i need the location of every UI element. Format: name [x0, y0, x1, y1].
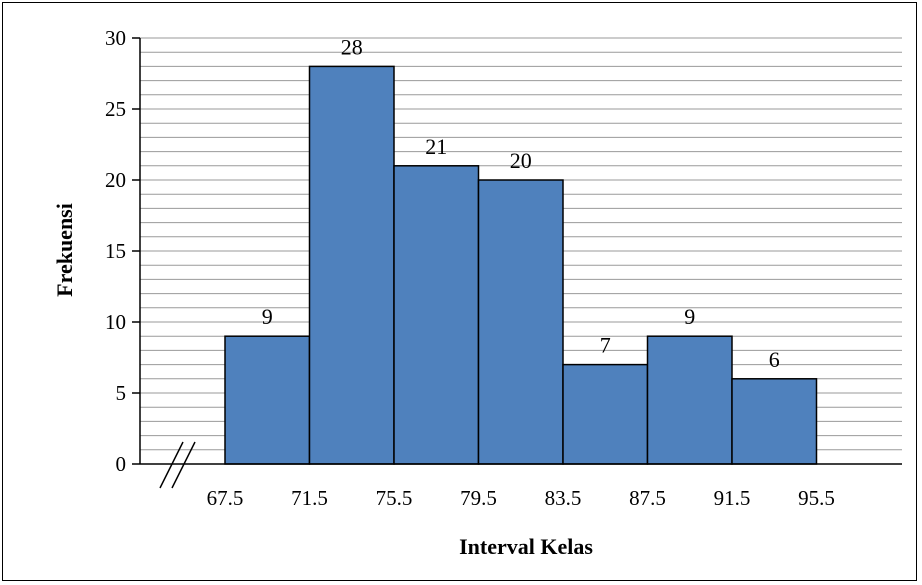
y-tick-label: 5	[116, 381, 127, 405]
y-tick-label: 0	[116, 452, 127, 476]
x-tick-label: 91.5	[714, 486, 751, 510]
y-tick-labels: 0 5 10 15 20 25 30	[105, 26, 126, 476]
x-tick-labels: 67.5 71.5 75.5 79.5 83.5 87.5 91.5 95.5	[207, 486, 835, 510]
y-axis-title: Frekuensi	[52, 203, 77, 297]
x-tick-label: 87.5	[629, 486, 666, 510]
bar	[731, 378, 818, 465]
y-tick-label: 25	[105, 97, 126, 121]
y-tick-label: 30	[105, 26, 126, 50]
x-axis-title: Interval Kelas	[459, 534, 593, 559]
axes	[132, 37, 902, 489]
bar	[224, 335, 311, 465]
x-tick-label: 71.5	[291, 486, 328, 510]
axis-break-stroke	[171, 441, 196, 489]
y-tick-label: 15	[105, 239, 126, 263]
bar	[646, 335, 733, 465]
x-tick-label: 75.5	[376, 486, 413, 510]
y-tick-label: 10	[105, 310, 126, 334]
data-label: 9	[684, 304, 695, 329]
data-label: 9	[262, 304, 273, 329]
data-label: 6	[769, 347, 780, 372]
data-label: 20	[510, 148, 532, 173]
x-tick-label: 79.5	[460, 486, 497, 510]
data-label: 7	[600, 333, 611, 358]
axis-break-mark	[159, 441, 196, 489]
bar	[477, 179, 564, 465]
x-tick-label: 95.5	[798, 486, 835, 510]
x-tick-label: 67.5	[207, 486, 244, 510]
bar	[308, 65, 395, 465]
y-tick-label: 20	[105, 168, 126, 192]
x-tick-label: 83.5	[545, 486, 582, 510]
data-labels: 9 28 21 20 7 9 6	[262, 34, 780, 371]
axis-break-stroke	[159, 441, 184, 489]
bars	[224, 65, 818, 465]
bar	[393, 165, 480, 465]
data-label: 28	[341, 34, 363, 59]
data-label: 21	[425, 134, 447, 159]
bar	[562, 363, 649, 465]
